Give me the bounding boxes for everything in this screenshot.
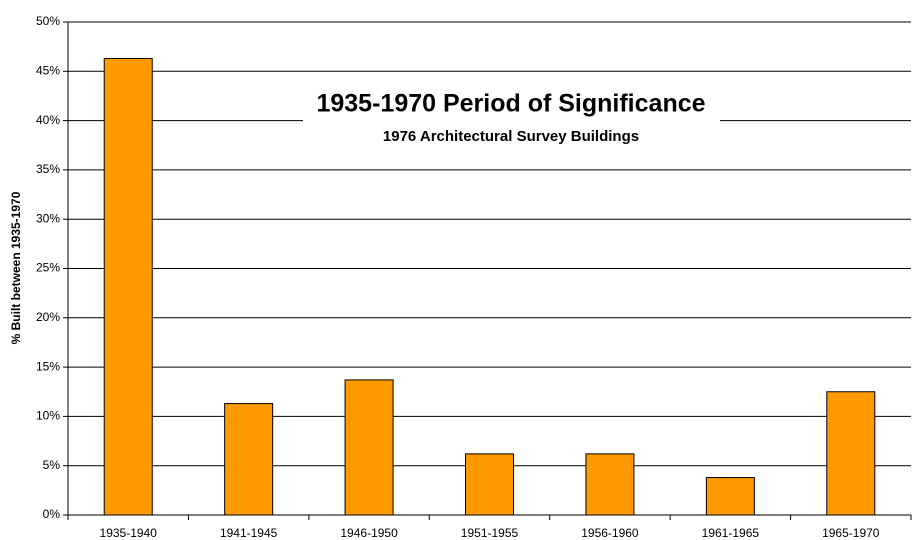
- y-tick-label: 10%: [36, 409, 60, 423]
- chart-subtitle: 1976 Architectural Survey Buildings: [383, 128, 639, 145]
- x-tick-label: 1951-1955: [461, 526, 519, 540]
- bar-layer: [103, 57, 876, 516]
- y-tick-label: 45%: [36, 63, 60, 77]
- y-tick-label: 0%: [43, 507, 61, 521]
- bar: [224, 403, 274, 516]
- x-tick-label: 1961-1965: [702, 526, 760, 540]
- chart-title: 1935-1970 Period of Significance: [316, 90, 705, 118]
- bar: [585, 453, 635, 516]
- title-box: [303, 86, 720, 152]
- y-tick-label: 15%: [36, 359, 60, 373]
- x-tick-label: 1965-1970: [822, 526, 880, 540]
- x-tick-label: 1941-1945: [220, 526, 278, 540]
- y-tick-label: 40%: [36, 113, 60, 127]
- y-tick-label: 50%: [36, 14, 60, 28]
- y-tick-label: 35%: [36, 162, 60, 176]
- y-tick-label: 30%: [36, 211, 60, 225]
- bar: [705, 477, 755, 516]
- x-tick-label: 1946-1950: [340, 526, 398, 540]
- bar: [344, 379, 394, 516]
- y-axis-label: % Built between 1935-1970: [9, 191, 23, 344]
- y-tick-label: 20%: [36, 310, 60, 324]
- y-tick-label: 25%: [36, 261, 60, 275]
- x-tick-label: 1956-1960: [581, 526, 639, 540]
- bar: [103, 57, 153, 516]
- bar: [826, 391, 876, 516]
- x-tick-label: 1935-1940: [100, 526, 158, 540]
- bar: [465, 453, 514, 516]
- y-tick-label: 5%: [43, 458, 61, 472]
